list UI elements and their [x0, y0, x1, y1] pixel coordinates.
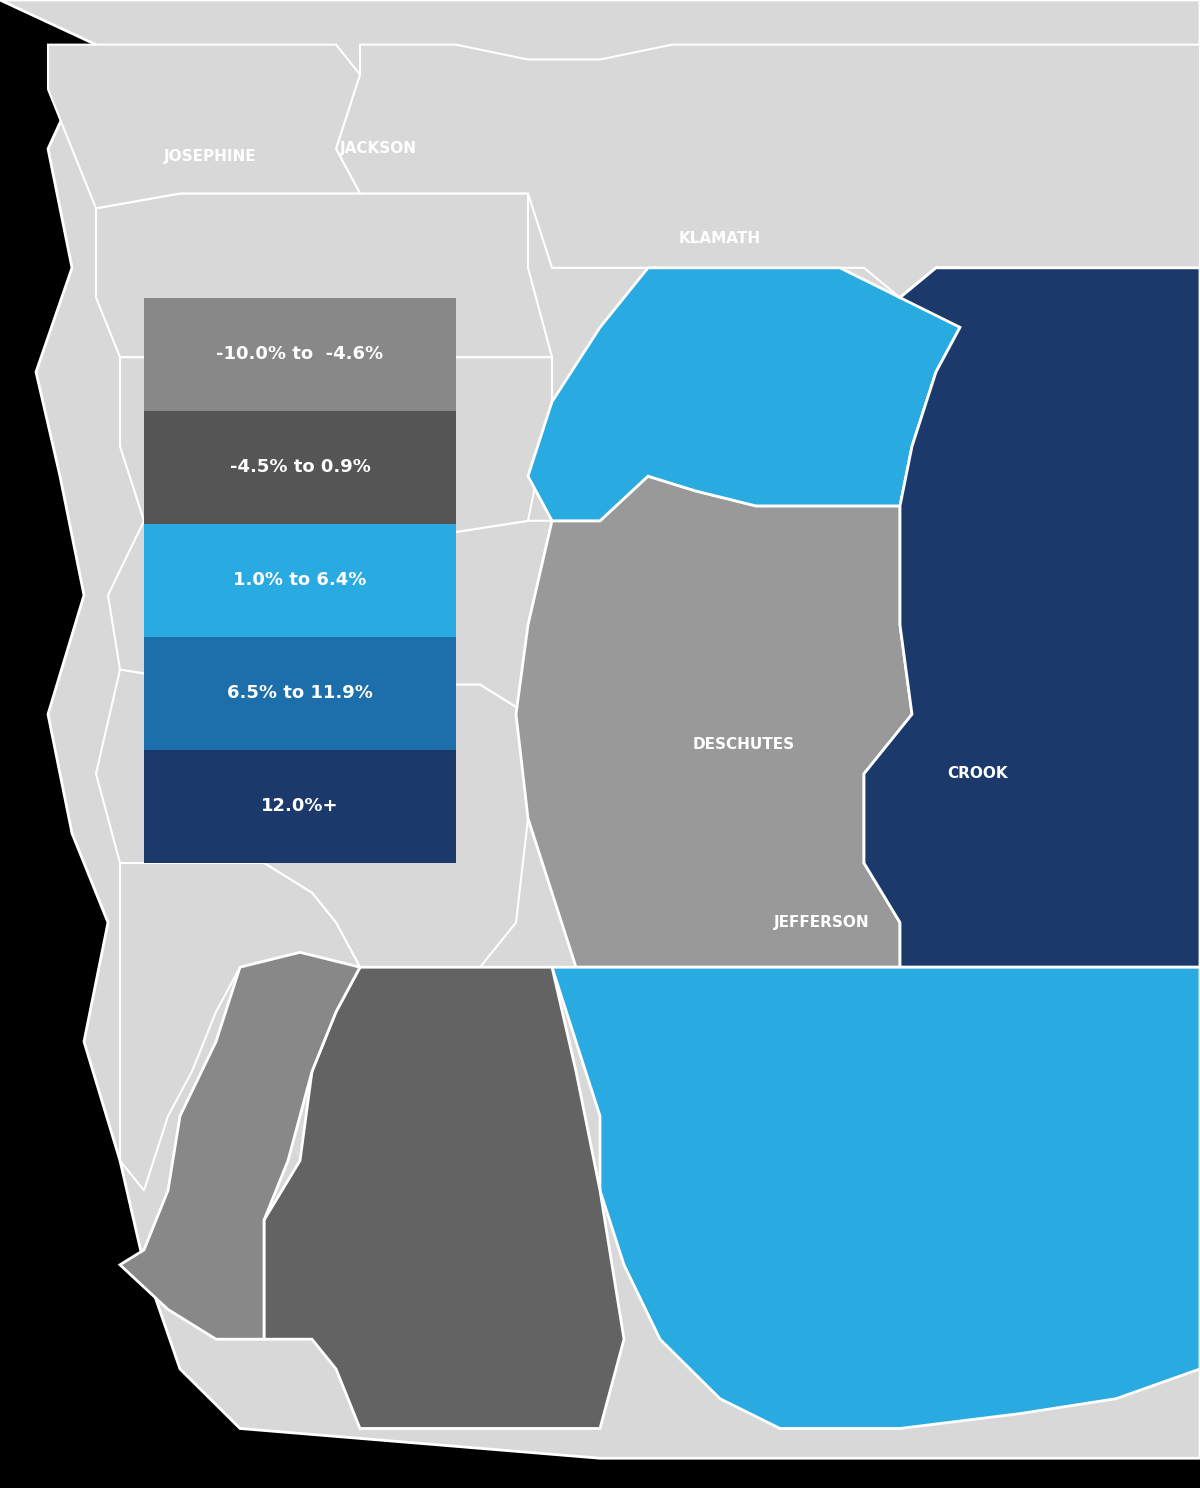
Text: CROOK: CROOK — [948, 766, 1008, 781]
Polygon shape — [108, 521, 552, 714]
FancyBboxPatch shape — [144, 750, 456, 863]
Polygon shape — [120, 952, 360, 1339]
Polygon shape — [552, 967, 1200, 1428]
Polygon shape — [120, 863, 360, 1190]
Polygon shape — [336, 45, 1200, 298]
Text: -4.5% to 0.9%: -4.5% to 0.9% — [229, 458, 371, 476]
Polygon shape — [516, 476, 912, 967]
FancyBboxPatch shape — [144, 524, 456, 637]
Polygon shape — [96, 193, 552, 372]
Text: DESCHUTES: DESCHUTES — [692, 737, 796, 751]
Polygon shape — [264, 967, 624, 1428]
Text: 12.0%+: 12.0%+ — [262, 798, 338, 815]
Polygon shape — [0, 0, 1200, 1458]
Text: JACKSON: JACKSON — [340, 141, 416, 156]
Text: 1.0% to 6.4%: 1.0% to 6.4% — [233, 571, 367, 589]
Polygon shape — [96, 670, 528, 967]
FancyBboxPatch shape — [144, 411, 456, 524]
Polygon shape — [48, 45, 360, 208]
Text: -10.0% to  -4.6%: -10.0% to -4.6% — [216, 345, 384, 363]
Polygon shape — [120, 357, 552, 536]
Polygon shape — [528, 268, 960, 521]
Text: KLAMATH: KLAMATH — [679, 231, 761, 246]
Text: 6.5% to 11.9%: 6.5% to 11.9% — [227, 684, 373, 702]
FancyBboxPatch shape — [144, 298, 456, 411]
Text: JOSEPHINE: JOSEPHINE — [163, 149, 257, 164]
Text: JEFFERSON: JEFFERSON — [774, 915, 870, 930]
Polygon shape — [864, 268, 1200, 967]
FancyBboxPatch shape — [144, 637, 456, 750]
